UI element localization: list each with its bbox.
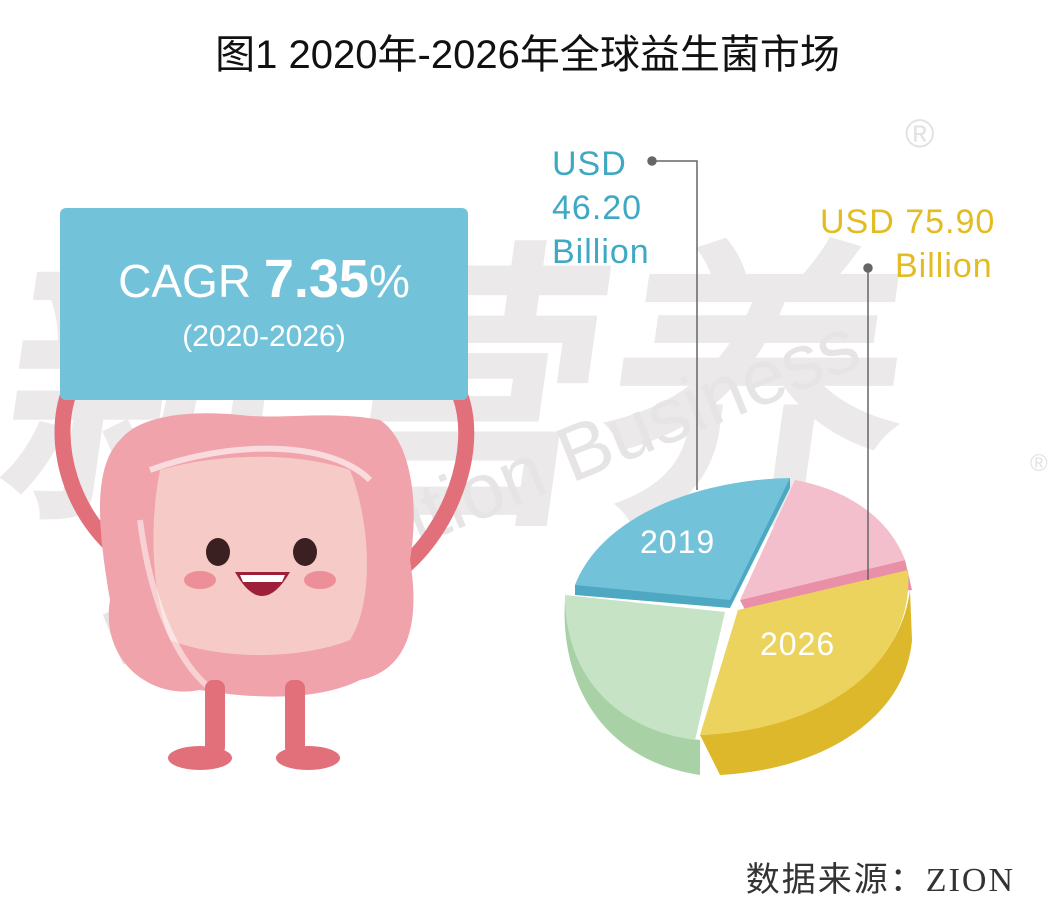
annotation-2026: USD 75.90 Billion xyxy=(820,200,995,288)
annotation-2026-line1: USD 75.90 xyxy=(820,203,996,241)
annotation-2019-line2: 46.20 xyxy=(552,189,643,227)
mascot-body xyxy=(100,413,414,770)
source-note: 数据来源：ZION xyxy=(745,862,1015,899)
slice-label-2026: 2026 xyxy=(760,626,836,662)
pie-chart xyxy=(564,478,912,775)
intestine-inner xyxy=(153,456,367,655)
annotation-2019-line1: USD xyxy=(552,145,627,183)
eye-right xyxy=(293,538,317,566)
cagr-period: (2020-2026) xyxy=(182,320,346,353)
cagr-unit: % xyxy=(368,255,410,307)
leader-lines xyxy=(647,156,873,580)
pie-slice-green-side xyxy=(564,600,700,775)
cagr-line: CAGR 7.35% xyxy=(60,248,468,310)
pie-slice-green xyxy=(565,595,725,740)
cagr-value: 7.35 xyxy=(263,249,369,309)
cagr-prefix: CAGR xyxy=(118,255,252,307)
pie-slice-yellow xyxy=(700,570,909,735)
annotation-2026-line2: Billion xyxy=(895,247,993,285)
leg-right xyxy=(285,680,305,755)
pie-slice-blue xyxy=(575,478,790,600)
watermark-registered-mark: ® xyxy=(905,112,935,156)
pie-slice-pink xyxy=(740,480,905,600)
pie-slice-pink-side xyxy=(740,560,912,610)
annotation-2019: USD 46.20 Billion xyxy=(552,142,650,274)
annotation-2019-line3: Billion xyxy=(552,233,650,271)
watermark-registered-mark-2: ® xyxy=(1030,450,1048,477)
leg-left xyxy=(205,680,225,755)
leader-line-2019 xyxy=(652,160,698,490)
pie-slice-yellow-side xyxy=(700,590,912,775)
slice-label-2019: 2019 xyxy=(640,524,716,560)
cagr-box: CAGR 7.35% (2020-2026) xyxy=(60,208,468,400)
eye-left xyxy=(206,538,230,566)
page-title: 图1 2020年-2026年全球益生菌市场 xyxy=(215,33,840,77)
